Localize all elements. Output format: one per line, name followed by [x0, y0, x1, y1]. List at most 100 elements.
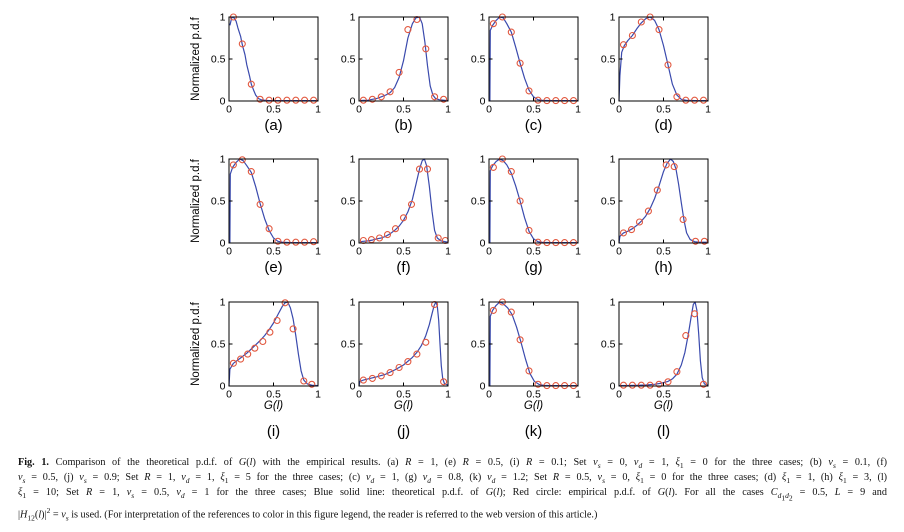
- subplot-letter-g: (g): [524, 259, 543, 276]
- y-tick-label: 0: [480, 96, 486, 108]
- empirical-pdf-marker: [283, 238, 291, 246]
- x-tick-label: 0.5: [656, 389, 671, 401]
- x-tick-label: 1: [445, 246, 451, 258]
- empirical-pdf-marker: [664, 61, 672, 69]
- y-tick-label: 0.5: [471, 196, 486, 208]
- x-tick-label: 1: [575, 246, 581, 258]
- y-tick-label: 0: [480, 381, 486, 393]
- x-tick-label: 1: [575, 104, 581, 116]
- empirical-pdf-marker: [256, 200, 264, 208]
- y-tick-label: 1: [220, 12, 226, 24]
- empirical-pdf-marker: [525, 226, 533, 234]
- axis-ticks: [358, 158, 449, 244]
- y-tick-label: 1: [610, 297, 616, 309]
- y-axis-label: Normalized p.d.f: [190, 17, 202, 101]
- x-tick-label: 0: [226, 389, 232, 401]
- empirical-pdf-marker: [507, 308, 515, 316]
- empirical-pdf-marker: [386, 369, 394, 377]
- empirical-pdf-marker: [422, 338, 430, 346]
- theoretical-pdf-line: [358, 301, 449, 387]
- x-tick-label: 0.5: [656, 246, 671, 258]
- subplot-grid: 0 0.5 1 0 0.5 1 0 0.5 1 0 0.5 1 0 0.5 1 0 0.5 1 0 0.5 1 0 0.5 1…: [211, 12, 711, 401]
- theoretical-pdf-line: [229, 16, 318, 102]
- empirical-pdf-marker: [699, 96, 708, 104]
- y-tick-label: 0.5: [341, 54, 356, 66]
- empirical-pdf-marker: [395, 68, 403, 76]
- x-tick-label: 0: [616, 104, 622, 116]
- theoretical-pdf-line: [618, 301, 709, 387]
- figure-panel: 0 0.5 1 0 0.5 1 0 0.5 1 0 0.5 1 0 0.5 1 0 0.5 1 0 0.5 1 0 0.5 1…: [190, 12, 711, 441]
- x-tick-label: 0.5: [396, 389, 411, 401]
- y-tick-label: 0.5: [601, 196, 616, 208]
- empirical-pdf-marker: [404, 26, 412, 34]
- empirical-pdf-marker: [700, 237, 708, 245]
- axis-ticks: [358, 16, 449, 102]
- x-axis-label: G(l): [523, 400, 544, 412]
- axes-box: [488, 158, 579, 244]
- subplot-letter-l: (l): [656, 423, 671, 440]
- axes-box: [618, 301, 709, 387]
- empirical-pdf-marker: [431, 93, 439, 101]
- empirical-pdf-marker: [670, 163, 678, 171]
- y-tick-label: 0.5: [341, 196, 356, 208]
- subplot-letter-b: (b): [394, 117, 413, 134]
- empirical-pdf-marker: [691, 310, 699, 318]
- y-tick-label: 1: [220, 154, 226, 166]
- empirical-pdf-marker: [310, 238, 318, 246]
- subplot-k: 0 0.5 1 0 0.5 1: [471, 297, 581, 401]
- x-tick-label: 0.5: [526, 104, 541, 116]
- x-tick-label: 0: [226, 104, 232, 116]
- empirical-pdf-marker: [534, 238, 542, 246]
- x-tick-label: 1: [315, 246, 321, 258]
- y-tick-label: 0: [480, 238, 486, 250]
- x-tick-label: 0: [356, 246, 362, 258]
- x-tick-label: 1: [445, 104, 451, 116]
- empirical-pdf-marker: [407, 200, 416, 208]
- empirical-pdf-marker: [507, 28, 515, 36]
- axis-ticks: [488, 301, 579, 387]
- x-tick-label: 1: [315, 104, 321, 116]
- x-tick-label: 0.5: [396, 246, 411, 258]
- x-tick-label: 1: [705, 389, 711, 401]
- empirical-pdf-marker: [256, 95, 264, 103]
- y-tick-label: 1: [480, 12, 486, 24]
- empirical-pdf-marker: [422, 45, 430, 53]
- empirical-pdf-marker: [655, 380, 663, 388]
- subplot-letter-d: (d): [654, 117, 673, 134]
- x-tick-label: 0: [486, 246, 492, 258]
- empirical-pdf-marker: [525, 87, 533, 95]
- empirical-pdf-marker: [247, 80, 255, 88]
- empirical-pdf-markers: [619, 13, 708, 104]
- axes-box: [488, 301, 579, 387]
- empirical-pdf-marker: [274, 237, 282, 245]
- subplot-letter-e: (e): [264, 259, 283, 276]
- subplot-d: 0 0.5 1 0 0.5 1: [601, 12, 711, 116]
- empirical-pdf-marker: [399, 214, 408, 222]
- subplot-h: 0 0.5 1 0 0.5 1: [601, 154, 711, 258]
- y-tick-label: 0: [220, 96, 226, 108]
- empirical-pdf-marker: [292, 238, 300, 246]
- empirical-pdf-marker: [628, 31, 636, 40]
- y-tick-label: 1: [480, 154, 486, 166]
- y-tick-label: 0.5: [341, 339, 356, 351]
- caption-line: |H12(l)|2 = vs is used. (For interpretat…: [18, 505, 598, 523]
- x-tick-label: 1: [705, 104, 711, 116]
- empirical-pdf-marker: [619, 381, 628, 389]
- x-axis-label: G(l): [263, 400, 284, 412]
- y-tick-label: 0: [610, 238, 616, 250]
- axis-ticks: [618, 16, 709, 102]
- empirical-pdf-markers: [359, 165, 449, 245]
- empirical-pdf-marker: [244, 350, 252, 358]
- empirical-pdf-marker: [368, 95, 376, 103]
- y-tick-label: 0: [220, 238, 226, 250]
- y-tick-label: 1: [610, 154, 616, 166]
- subplot-j: 0 0.5 1 0 0.5 1: [341, 297, 451, 401]
- axis-ticks: [228, 301, 319, 387]
- empirical-pdf-marker: [507, 168, 515, 176]
- empirical-pdf-marker: [359, 96, 367, 104]
- empirical-pdf-markers: [229, 299, 316, 388]
- empirical-pdf-marker: [699, 380, 708, 388]
- empirical-pdf-marker: [489, 163, 497, 171]
- x-tick-label: 0: [616, 246, 622, 258]
- empirical-pdf-marker: [238, 40, 246, 48]
